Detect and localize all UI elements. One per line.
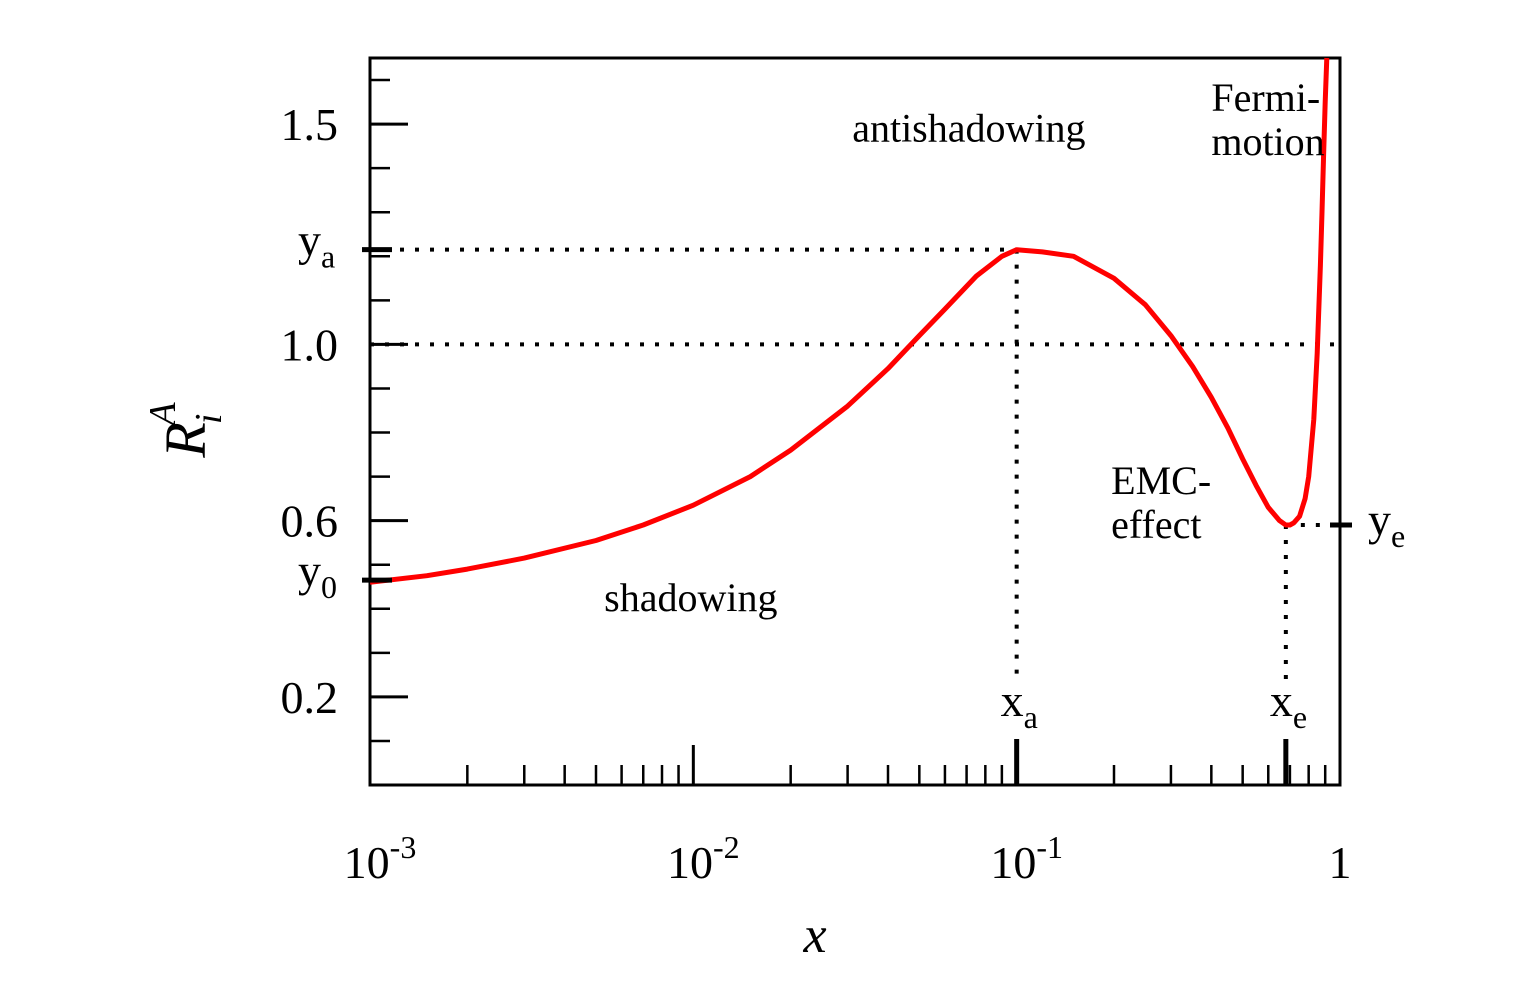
annotation-line: Fermi- [1211, 75, 1320, 120]
y-major-ticks: 0.2 0.6 1.0 1.5 [281, 99, 408, 723]
x-major-ticks: 10-3 10-2 10-1 1 [344, 745, 1352, 888]
annotation-line: effect [1111, 502, 1201, 547]
x-tick-label-exponent: -2 [713, 829, 740, 865]
y-axis-title: RiA [142, 402, 230, 459]
plot-frame [368, 56, 1342, 787]
marker-label-ya: ya [298, 215, 335, 275]
annotation-3: shadowing [604, 575, 777, 620]
y-tick-label: 1.0 [281, 319, 339, 370]
x-tick-label-exponent: -3 [390, 829, 417, 865]
annotation-line: EMC- [1111, 458, 1211, 503]
annotation-line: motion [1211, 119, 1324, 164]
guide-lines [370, 247, 1350, 680]
x-tick-label-base: 10 [990, 837, 1036, 888]
y-axis-title-sup: A [142, 402, 184, 429]
x-tick-label: 10-1 [990, 829, 1063, 888]
y-tick-label: 0.2 [281, 672, 339, 723]
curve-group [369, 57, 1330, 585]
curve-line [369, 57, 1330, 585]
marker-label-xe: xe [1270, 675, 1307, 735]
y-tick-label: 1.5 [281, 99, 339, 150]
annotation-0: antishadowing [852, 106, 1085, 151]
marker-label-y0: y0 [298, 545, 337, 605]
x-tick-label-base: 10 [344, 837, 390, 888]
annotation-1: Fermi-motion [1211, 75, 1324, 164]
x-tick-label: 10-3 [344, 829, 417, 888]
x-minor-ticks [466, 765, 1327, 785]
annotations-group: antishadowing Fermi-motion EMC-effect shado… [604, 75, 1324, 620]
markers-group: ya y0 ye xa xe [298, 215, 1405, 785]
annotation-line: shadowing [604, 575, 777, 620]
annotation-2: EMC-effect [1111, 458, 1211, 547]
y-axis-title-base: R [153, 422, 218, 458]
x-tick-label: 1 [1329, 837, 1352, 888]
x-tick-label-exponent: -1 [1036, 829, 1063, 865]
y-tick-label: 0.6 [281, 496, 339, 547]
svg-text:RiA: RiA [142, 402, 230, 459]
x-tick-label: 10-2 [667, 829, 740, 888]
y-axis-title-sub: i [188, 414, 230, 425]
y-minor-ticks [370, 78, 390, 743]
marker-label-xa: xa [1001, 675, 1038, 735]
x-tick-label-base: 1 [1329, 837, 1352, 888]
marker-label-ye: ye [1368, 494, 1405, 554]
x-tick-label-base: 10 [667, 837, 713, 888]
annotation-line: antishadowing [852, 106, 1085, 151]
x-axis-title: x [802, 907, 826, 964]
